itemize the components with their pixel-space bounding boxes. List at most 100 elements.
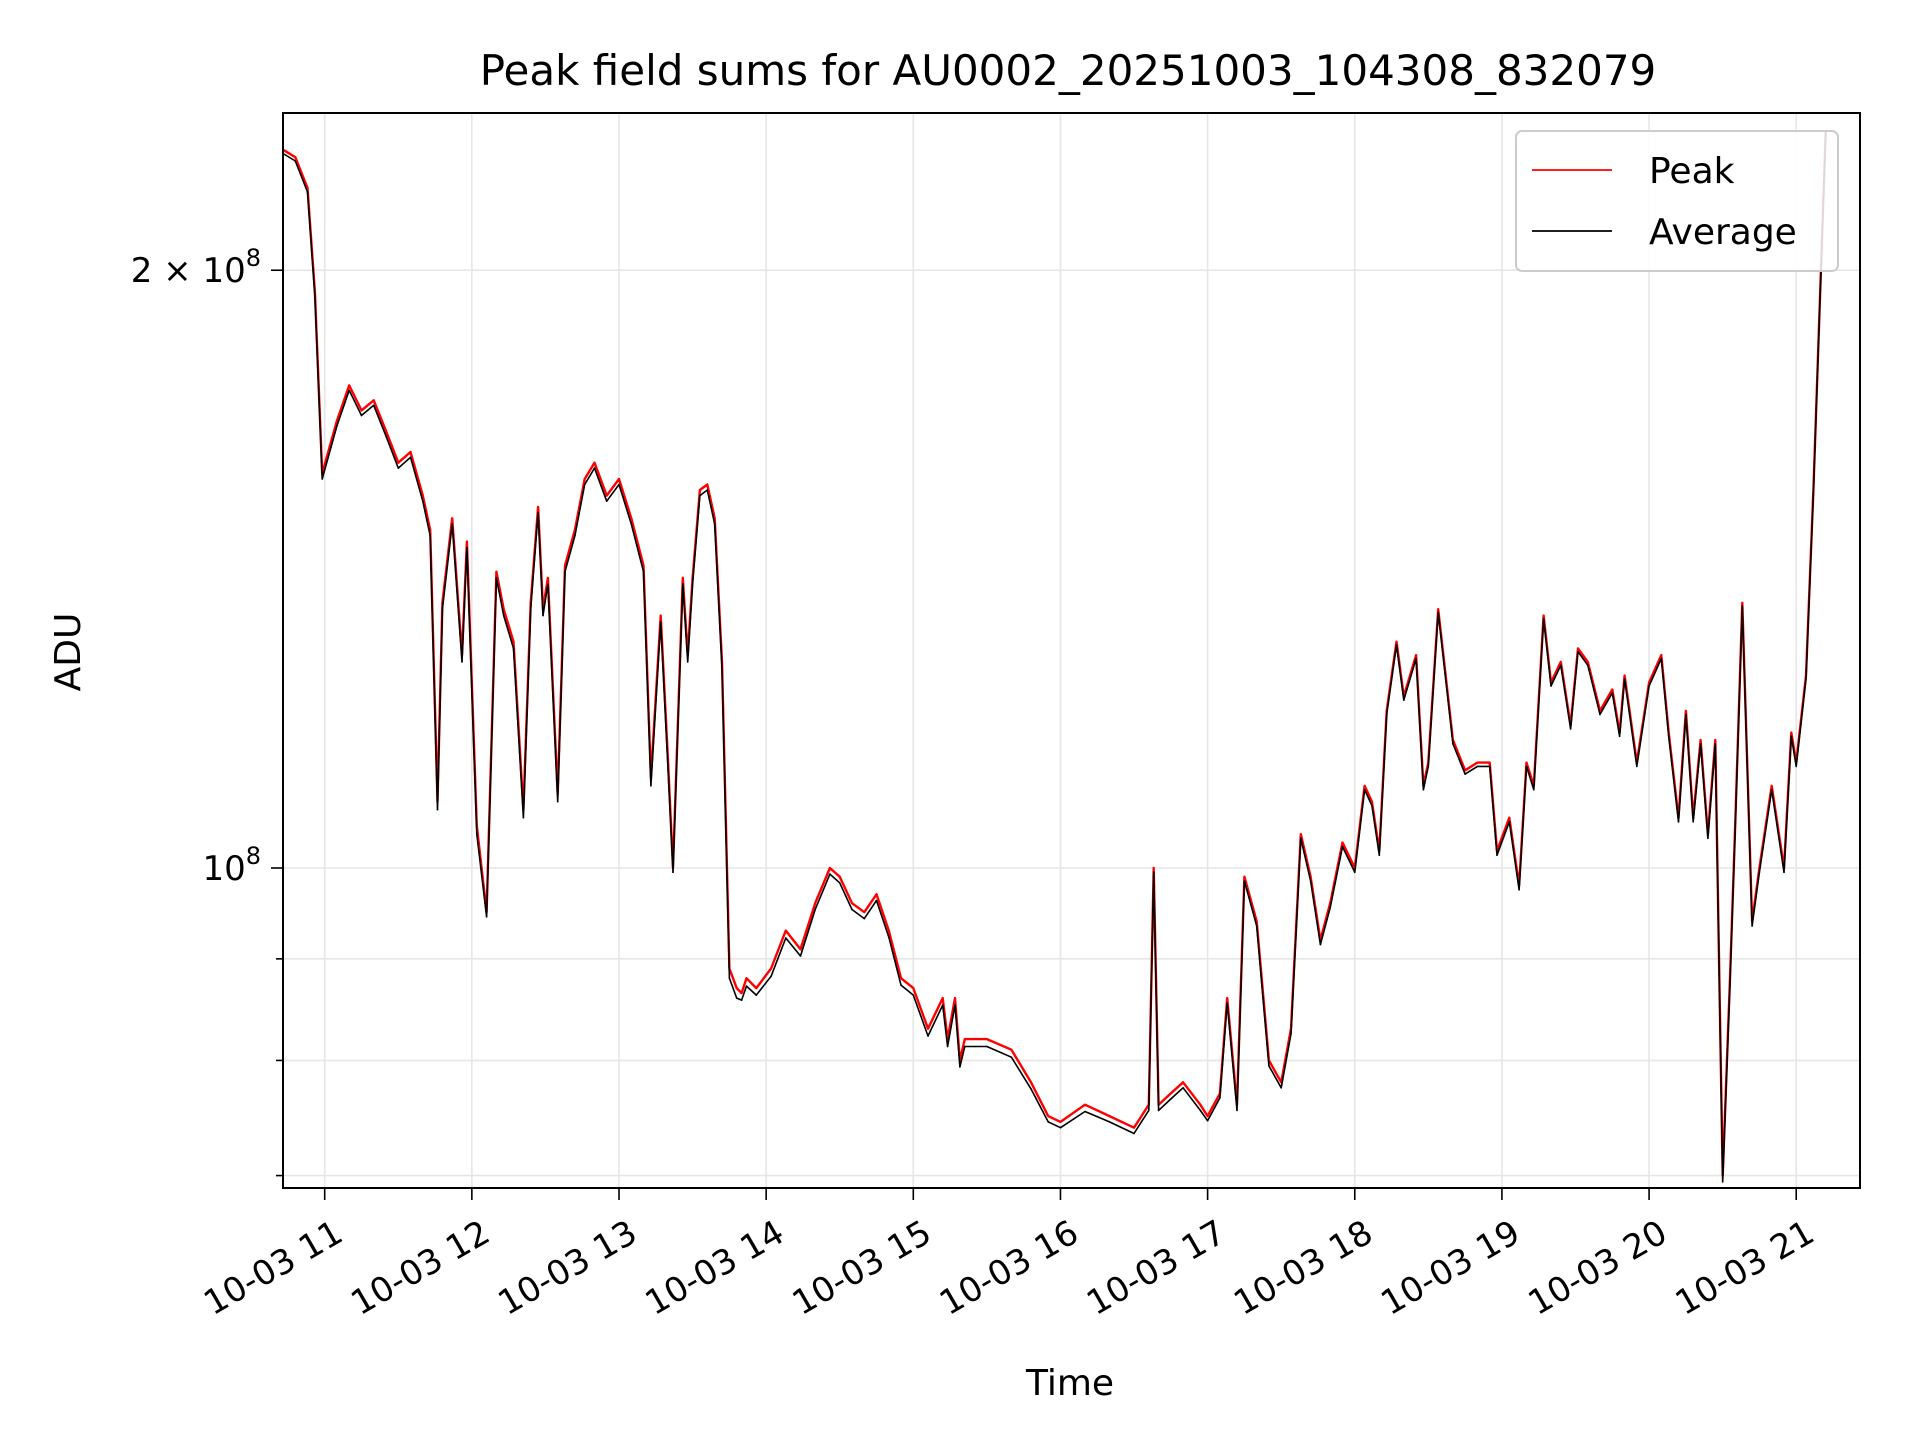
data-point-peak [294,156,297,158]
data-point-average [1341,845,1344,848]
data-point-average [1108,1121,1111,1123]
data-point-peak [973,1038,976,1040]
data-point-average [1569,728,1572,730]
data-point-peak [1182,1081,1184,1084]
data-point-average [1476,765,1479,768]
data-point-average [691,583,694,585]
data-point-average [294,160,297,162]
data-point-peak [1508,816,1511,819]
data-point-peak [1010,1048,1013,1051]
y-tick-label-base: 10 [202,849,245,889]
data-point-average [537,511,539,514]
data-point-average [875,899,878,902]
data-point-peak [409,451,412,453]
data-point-peak [863,911,866,913]
data-point-average [740,999,743,1001]
data-point-average [1525,765,1528,768]
x-tick: 10-03 18 [1227,1188,1380,1324]
data-point-average [1667,735,1670,738]
data-point-average [1677,821,1680,823]
data-point-average [863,917,866,920]
data-point-peak [564,564,566,567]
data-point-peak [699,489,701,491]
data-point-average [372,404,375,407]
data-point-average [912,994,915,996]
data-point-average [650,785,652,787]
data-point-average [547,583,549,585]
data-point-average [927,1035,929,1037]
x-tick: 10-03 11 [197,1188,350,1324]
data-point-average [1729,982,1731,984]
data-point-average [1488,765,1491,768]
data-point-peak [360,409,363,412]
data-point-average [642,570,645,573]
data-point-average [1707,837,1709,840]
data-point-average [1280,1087,1282,1089]
data-point-average [409,456,412,459]
data-point-peak [1699,739,1702,741]
x-tick: 10-03 13 [492,1188,644,1324]
data-point-average [441,608,444,610]
y-axis-label: ADU [48,613,89,692]
data-point-average [686,661,689,663]
data-point-average [1427,765,1430,768]
data-point-peak [1790,731,1793,734]
data-point-average [495,577,498,579]
data-point-average [1182,1087,1184,1089]
x-tick: 10-03 16 [933,1188,1085,1324]
data-point-peak [1243,875,1246,878]
data-point-average [1243,880,1246,882]
data-point-average [1319,943,1322,946]
data-point-average [946,1045,949,1048]
data-point-average [713,523,716,525]
data-point-average [1148,1109,1150,1112]
data-point-average [1415,657,1417,660]
data-point-peak [954,997,956,999]
data-point-peak [927,1027,929,1030]
data-point-average [1533,788,1535,791]
data-point-average [542,614,544,617]
data-point-peak [1030,1081,1032,1084]
data-point-average [321,478,324,480]
data-point-average [1550,685,1552,687]
data-point-peak [605,494,608,497]
data-point-average [1770,788,1773,791]
data-point-average [1783,871,1785,874]
chart-title: Peak field sums for AU0002_20251003_1043… [480,46,1657,95]
legend-average-label: Average [1649,212,1797,253]
series-average [283,132,1827,1183]
data-point-peak [829,867,831,869]
data-point-peak [1648,681,1650,684]
data-point-average [1226,1002,1228,1004]
data-point-peak [1587,661,1589,663]
data-point-average [1518,889,1520,891]
data-point-average [397,467,400,469]
x-tick: 10-03 20 [1522,1188,1674,1324]
x-axis-label: Time [1025,1363,1114,1404]
data-point-average [1660,657,1663,660]
data-point-average [1152,871,1155,874]
y-tick-label-exponent: 8 [246,842,261,870]
data-point-peak [1476,761,1479,764]
data-point-average [1599,713,1601,716]
data-point-peak [1685,710,1687,712]
data-point-average [348,389,351,392]
data-point-peak [851,902,853,904]
data-point-average [986,1045,988,1048]
data-point-average [422,500,424,503]
data-point-peak [1525,761,1528,764]
data-point-average [1219,1097,1221,1099]
data-point-peak [495,570,498,573]
data-point-average [770,975,772,978]
data-point-peak [372,399,375,402]
data-point-average [1560,664,1562,667]
x-tick-label: 10-03 21 [1669,1213,1821,1324]
data-point-average [385,435,387,437]
data-point-average [785,937,787,939]
data-point-average [755,994,758,996]
data-point-peak [618,478,620,480]
data-point-peak [755,987,758,989]
data-point-average [672,871,674,874]
data-point-average [829,873,831,875]
